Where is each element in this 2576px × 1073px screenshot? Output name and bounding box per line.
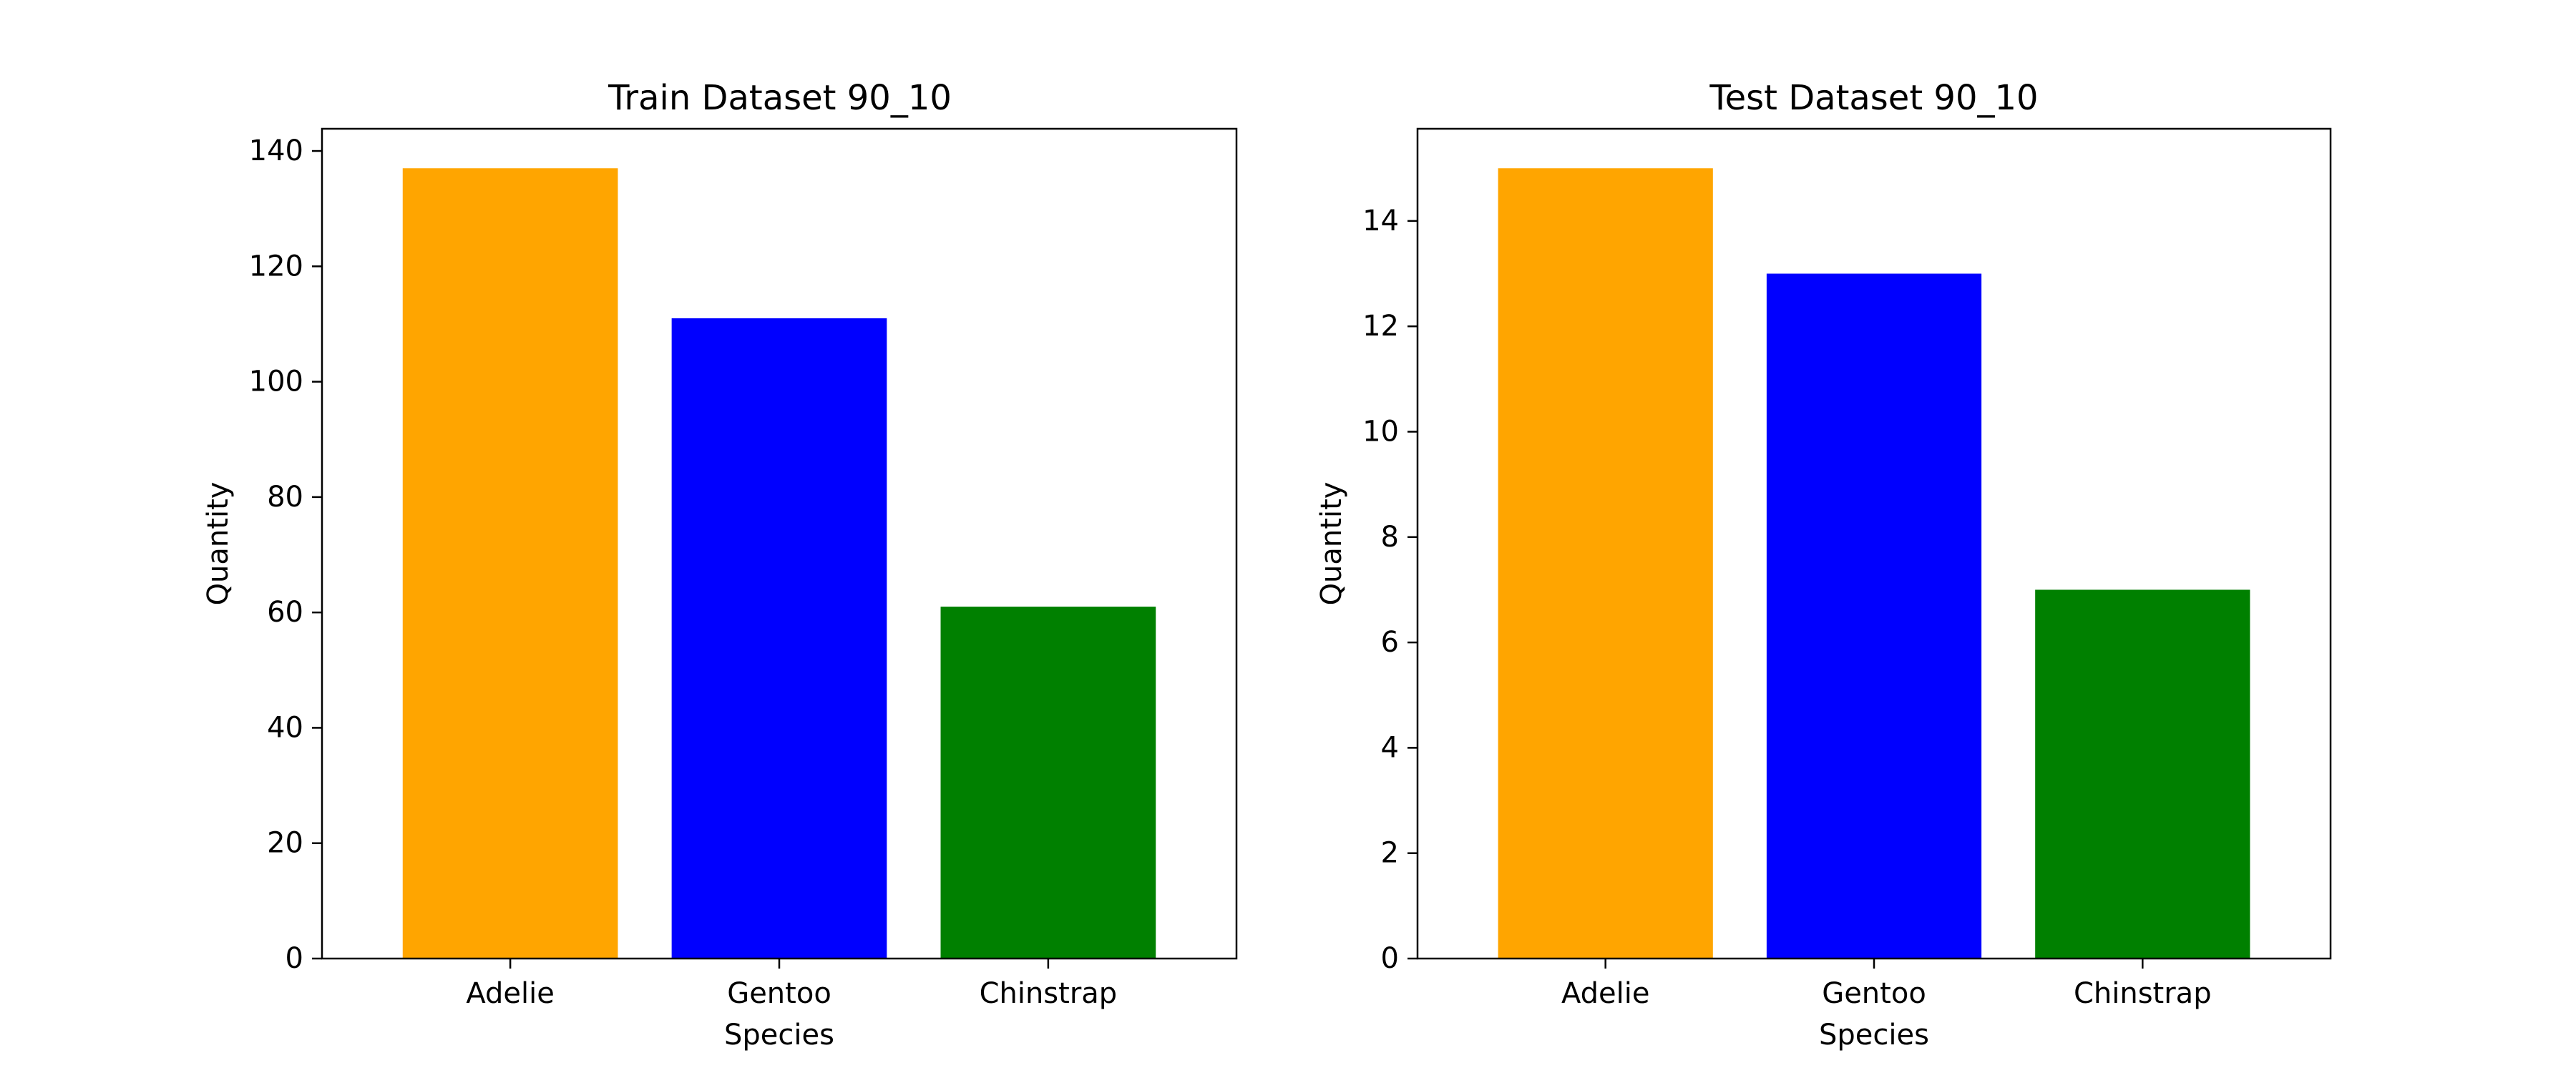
train-chart: Train Dataset 90_10 0 20 40 60 80 100 120 140 A… xyxy=(202,78,1238,1052)
y-tick-label: 100 xyxy=(249,366,303,398)
y-tick-label: 8 xyxy=(1381,521,1399,554)
bar-chinstrap xyxy=(2035,589,2250,959)
y-tick-label: 40 xyxy=(267,711,303,744)
x-tick-label: Adelie xyxy=(466,977,555,1010)
bars xyxy=(1498,168,2250,959)
x-axis-ticks: Adelie Gentoo Chinstrap xyxy=(466,959,1117,1010)
y-tick-label: 10 xyxy=(1362,415,1399,448)
y-tick-label: 0 xyxy=(1381,942,1399,975)
x-axis-label: Species xyxy=(1819,1019,1929,1052)
plot-frame xyxy=(1416,127,2332,960)
bar-adelie xyxy=(1498,168,1713,959)
bar-gentoo xyxy=(671,318,887,959)
y-tick-label: 120 xyxy=(249,250,303,283)
x-tick-label: Adelie xyxy=(1561,977,1650,1010)
bars xyxy=(402,168,1156,959)
x-axis-label: Species xyxy=(724,1019,834,1052)
x-tick-label: Gentoo xyxy=(727,977,831,1010)
x-tick-label: Gentoo xyxy=(1822,977,1926,1010)
y-tick-label: 6 xyxy=(1381,626,1399,659)
x-axis-ticks: Adelie Gentoo Chinstrap xyxy=(1561,959,2212,1010)
y-axis-ticks: 0 2 4 6 8 10 12 14 xyxy=(1362,205,1418,975)
chart-title: Test Dataset 90_10 xyxy=(1709,78,2038,118)
y-tick-label: 12 xyxy=(1362,310,1399,343)
y-tick-label: 140 xyxy=(249,134,303,167)
bar-gentoo xyxy=(1766,273,1982,959)
y-tick-label: 0 xyxy=(286,942,303,975)
y-tick-label: 60 xyxy=(267,596,303,629)
y-axis-label: Quantity xyxy=(1315,482,1348,606)
y-tick-label: 80 xyxy=(267,481,303,514)
y-tick-label: 4 xyxy=(1381,731,1399,764)
x-tick-label: Chinstrap xyxy=(2074,977,2212,1010)
test-chart: Test Dataset 90_10 0 2 4 6 8 10 12 14 Adelie Gen… xyxy=(1315,78,2332,1052)
plot-frame xyxy=(321,127,1238,960)
y-tick-label: 2 xyxy=(1381,837,1399,870)
y-axis-label: Quantity xyxy=(202,482,235,606)
x-tick-label: Chinstrap xyxy=(980,977,1118,1010)
bar-adelie xyxy=(402,168,618,959)
y-axis-ticks: 0 20 40 60 80 100 120 140 xyxy=(249,134,322,975)
chart-title: Train Dataset 90_10 xyxy=(608,78,952,118)
y-tick-label: 14 xyxy=(1362,205,1399,237)
bar-chinstrap xyxy=(940,607,1156,959)
y-tick-label: 20 xyxy=(267,827,303,860)
